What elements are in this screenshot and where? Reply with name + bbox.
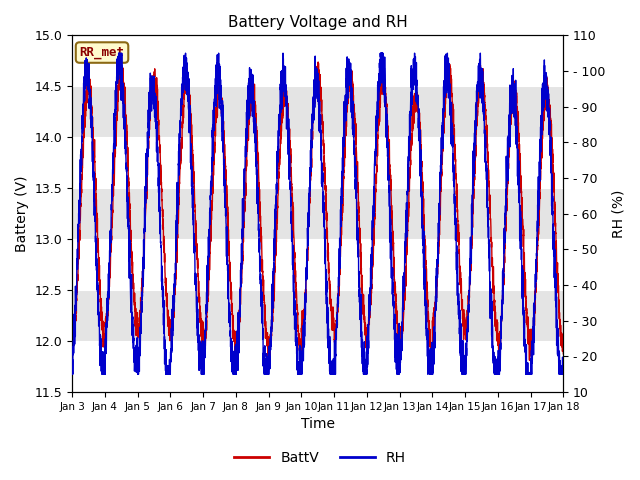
X-axis label: Time: Time xyxy=(301,418,335,432)
Y-axis label: RH (%): RH (%) xyxy=(611,190,625,238)
Title: Battery Voltage and RH: Battery Voltage and RH xyxy=(228,15,408,30)
Bar xyxy=(72,290,563,341)
Y-axis label: Battery (V): Battery (V) xyxy=(15,176,29,252)
Bar xyxy=(72,188,563,239)
Legend: BattV, RH: BattV, RH xyxy=(229,445,411,471)
Text: RR_met: RR_met xyxy=(79,46,125,59)
Bar xyxy=(72,86,563,137)
